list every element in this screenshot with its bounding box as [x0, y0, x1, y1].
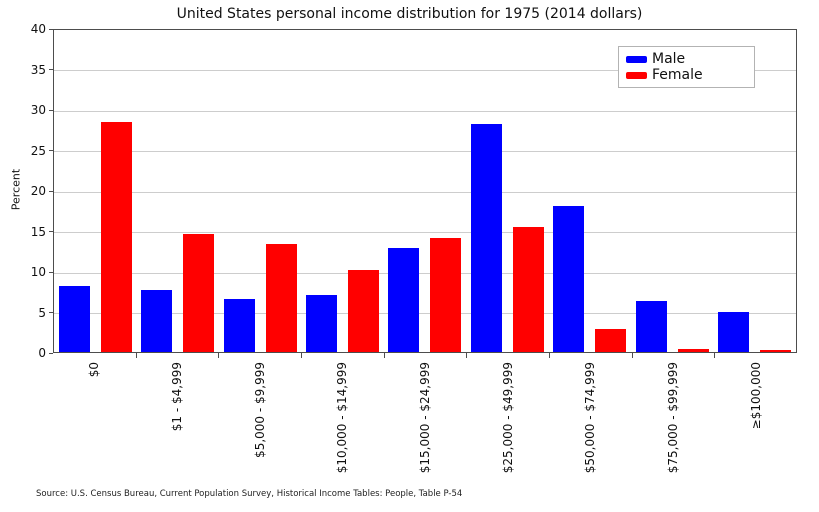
female-color-swatch — [626, 71, 647, 79]
xtick-label-3: $10,000 - $14,999 — [335, 362, 350, 474]
ytick-label-35: 35 — [30, 62, 46, 77]
bar-male-1 — [141, 290, 173, 352]
gridline-15 — [54, 232, 796, 233]
bar-group-2 — [219, 30, 301, 352]
ytick-label-40: 40 — [30, 22, 46, 36]
bar-group-6 — [549, 30, 631, 352]
legend-row-female: Female — [626, 67, 748, 83]
ytick-label-30: 30 — [30, 103, 46, 117]
legend-label-female: Female — [652, 67, 703, 83]
ytick-mark-30 — [49, 109, 53, 111]
ytick-label-25: 25 — [30, 143, 46, 158]
bar-group-1 — [136, 30, 218, 352]
ytick-mark-15 — [49, 231, 53, 232]
bar-female-1 — [183, 233, 215, 352]
gridline-5 — [54, 313, 796, 314]
xtick-label-2: $5,000 - $9,999 — [252, 362, 267, 458]
xtick-mark-7 — [631, 353, 633, 358]
bar-female-6 — [595, 329, 627, 352]
bar-male-6 — [553, 206, 585, 352]
xtick-label-6: $50,000 - $74,999 — [583, 362, 598, 474]
ytick-mark-35 — [49, 69, 53, 70]
bar-female-5 — [512, 227, 544, 352]
source-note: Source: U.S. Census Bureau, Current Popu… — [36, 489, 463, 499]
bar-male-7 — [635, 300, 667, 352]
xtick-mark-2 — [218, 353, 220, 358]
bar-groups — [54, 30, 796, 352]
bar-male-2 — [223, 299, 255, 352]
male-color-swatch — [626, 55, 647, 63]
xtick-mark-4 — [383, 353, 385, 358]
bar-male-0 — [58, 286, 90, 352]
bar-female-8 — [760, 350, 792, 352]
xtick-mark-6 — [549, 353, 550, 358]
bar-female-4 — [430, 237, 462, 352]
xtick-mark-3 — [301, 353, 302, 358]
bar-female-3 — [348, 270, 380, 352]
ytick-mark-20 — [49, 190, 53, 192]
xtick-label-0: $0 — [87, 362, 102, 378]
ytick-label-5: 5 — [38, 305, 46, 320]
xtick-label-1: $1 - $4,999 — [170, 362, 184, 432]
ytick-mark-5 — [49, 312, 53, 313]
ytick-label-15: 15 — [30, 224, 46, 239]
bar-male-8 — [718, 312, 750, 352]
gridline-10 — [54, 272, 796, 274]
bar-female-2 — [265, 244, 297, 352]
bar-male-5 — [470, 124, 502, 352]
xtick-label-7: $75,000 - $99,999 — [666, 362, 680, 474]
bar-male-4 — [388, 248, 420, 352]
bar-male-3 — [306, 295, 338, 352]
ytick-mark-10 — [49, 271, 53, 273]
xtick-mark-8 — [714, 353, 716, 358]
ytick-mark-25 — [49, 150, 53, 151]
bar-female-7 — [677, 348, 709, 352]
bar-group-5 — [466, 30, 548, 352]
legend-label-male: Male — [652, 51, 686, 67]
xtick-label-8: ≥$100,000 — [748, 362, 763, 430]
gridline-35 — [54, 70, 796, 71]
gridline-25 — [54, 151, 796, 152]
ytick-mark-0 — [49, 352, 53, 354]
chart-title: United States personal income distributi… — [176, 6, 643, 22]
legend: Male Female — [618, 46, 755, 88]
bar-group-8 — [714, 30, 796, 352]
gridline-20 — [54, 191, 796, 193]
gridline-30 — [54, 110, 796, 112]
bar-group-0 — [54, 30, 136, 352]
bar-group-3 — [301, 30, 383, 352]
legend-row-male: Male — [626, 51, 748, 67]
xtick-mark-5 — [466, 353, 468, 358]
bar-group-4 — [384, 30, 466, 352]
xtick-label-4: $15,000 - $24,999 — [418, 362, 432, 474]
bar-female-0 — [100, 121, 132, 352]
xtick-mark-1 — [135, 353, 137, 358]
xtick-label-5: $25,000 - $49,999 — [500, 362, 515, 474]
ytick-label-10: 10 — [30, 265, 46, 279]
ytick-label-0: 0 — [38, 346, 46, 360]
ytick-label-20: 20 — [30, 184, 46, 198]
bar-group-7 — [631, 30, 713, 352]
ytick-mark-40 — [49, 28, 53, 30]
